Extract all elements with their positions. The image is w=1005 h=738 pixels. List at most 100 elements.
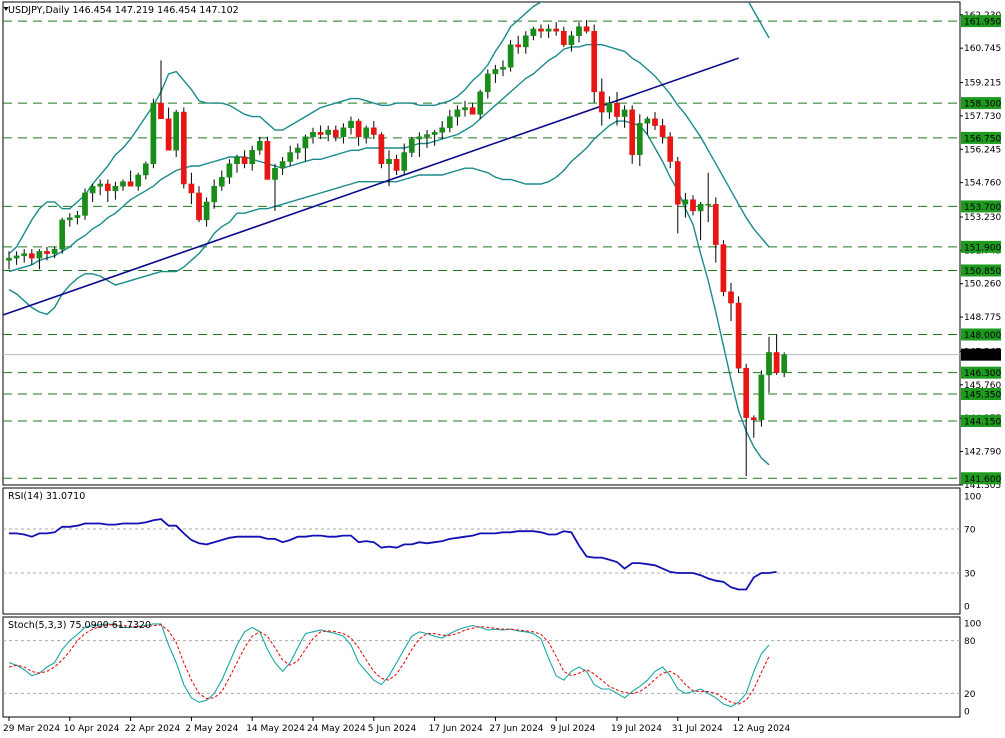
- candle[interactable]: [598, 78, 605, 126]
- candle[interactable]: [279, 157, 286, 175]
- candle[interactable]: [682, 192, 689, 218]
- candle[interactable]: [196, 186, 202, 223]
- candle[interactable]: [302, 134, 309, 162]
- candle[interactable]: [576, 22, 582, 43]
- candle[interactable]: [173, 109, 180, 158]
- candle[interactable]: [165, 107, 172, 151]
- candle[interactable]: [667, 132, 674, 169]
- candle[interactable]: [659, 118, 666, 144]
- candle[interactable]: [203, 197, 210, 227]
- candle[interactable]: [507, 40, 514, 72]
- candle[interactable]: [712, 197, 719, 263]
- candle[interactable]: [500, 60, 506, 77]
- candle[interactable]: [568, 31, 575, 52]
- candle[interactable]: [51, 246, 58, 259]
- level-label[interactable]: 151.900: [961, 240, 1001, 254]
- candle[interactable]: [241, 150, 248, 169]
- candle[interactable]: [59, 217, 66, 254]
- candle[interactable]: [340, 123, 347, 144]
- candle[interactable]: [370, 121, 377, 140]
- candle[interactable]: [310, 127, 316, 144]
- candle[interactable]: [720, 240, 727, 297]
- candle[interactable]: [272, 163, 278, 211]
- level-label[interactable]: 141.600: [961, 472, 1001, 485]
- candle[interactable]: [690, 195, 696, 216]
- candle[interactable]: [484, 69, 491, 99]
- candle[interactable]: [621, 105, 628, 128]
- candle[interactable]: [545, 24, 552, 38]
- candle[interactable]: [142, 161, 149, 180]
- candle[interactable]: [256, 136, 263, 155]
- candle[interactable]: [530, 26, 537, 41]
- trendline[interactable]: [2, 57, 739, 316]
- level-label[interactable]: 161.950: [961, 15, 1001, 28]
- candle[interactable]: [674, 157, 681, 234]
- candle[interactable]: [348, 116, 354, 135]
- candle[interactable]: [416, 132, 423, 158]
- candle[interactable]: [287, 145, 294, 166]
- candle[interactable]: [150, 98, 157, 169]
- candle[interactable]: [104, 179, 111, 202]
- candle[interactable]: [188, 172, 195, 205]
- candle[interactable]: [393, 154, 400, 175]
- candle[interactable]: [439, 121, 446, 140]
- candle[interactable]: [218, 170, 225, 191]
- candle[interactable]: [781, 352, 788, 378]
- candle[interactable]: [728, 282, 734, 322]
- candle[interactable]: [446, 109, 453, 133]
- candle[interactable]: [553, 22, 560, 36]
- candle[interactable]: [234, 154, 240, 173]
- level-label[interactable]: 146.300: [961, 366, 1001, 380]
- candle[interactable]: [112, 181, 119, 200]
- candle[interactable]: [249, 145, 256, 171]
- candle[interactable]: [750, 415, 757, 438]
- candle[interactable]: [743, 363, 750, 477]
- candle[interactable]: [317, 125, 324, 140]
- candle[interactable]: [66, 213, 73, 227]
- candle[interactable]: [355, 118, 362, 146]
- stochastic-panel[interactable]: 100 80 20 0 Stoch(5,3,3) 75.0900 61.7320: [2, 616, 981, 718]
- candle[interactable]: [614, 91, 620, 126]
- candle[interactable]: [264, 136, 271, 180]
- candle[interactable]: [82, 188, 88, 220]
- candle[interactable]: [644, 116, 651, 135]
- candle[interactable]: [773, 334, 780, 375]
- candle[interactable]: [766, 336, 772, 393]
- candle[interactable]: [97, 179, 104, 196]
- candle[interactable]: [462, 100, 468, 117]
- candle[interactable]: [560, 26, 567, 47]
- candle[interactable]: [28, 249, 35, 265]
- dropdown-triangle-icon[interactable]: [3, 7, 9, 11]
- candle[interactable]: [135, 172, 142, 191]
- candle[interactable]: [538, 24, 544, 38]
- candle[interactable]: [758, 370, 765, 427]
- candle[interactable]: [522, 31, 529, 54]
- level-label[interactable]: 148.000: [961, 328, 1001, 341]
- candle[interactable]: [408, 136, 415, 158]
- candle[interactable]: [431, 130, 438, 146]
- candle[interactable]: [469, 103, 476, 115]
- candle[interactable]: [652, 112, 658, 131]
- candle[interactable]: [158, 60, 164, 120]
- candle[interactable]: [735, 296, 742, 373]
- candle[interactable]: [363, 125, 370, 144]
- candle[interactable]: [591, 24, 598, 104]
- level-label[interactable]: 144.150: [961, 414, 1001, 428]
- candle[interactable]: [180, 107, 187, 189]
- candle[interactable]: [332, 125, 339, 142]
- candle[interactable]: [697, 201, 704, 241]
- candle[interactable]: [44, 246, 50, 261]
- price-panel[interactable]: 162.230160.745159.215157.730156.245154.7…: [2, 0, 1001, 491]
- candle[interactable]: [515, 35, 522, 54]
- candle[interactable]: [21, 249, 28, 263]
- candle[interactable]: [6, 251, 12, 270]
- candle[interactable]: [120, 179, 126, 191]
- candle[interactable]: [454, 105, 461, 126]
- candle[interactable]: [226, 159, 233, 184]
- candle[interactable]: [629, 105, 636, 164]
- candle[interactable]: [74, 210, 81, 225]
- candle[interactable]: [424, 130, 430, 149]
- candle[interactable]: [386, 150, 392, 187]
- candle[interactable]: [13, 251, 20, 265]
- candle[interactable]: [401, 143, 408, 175]
